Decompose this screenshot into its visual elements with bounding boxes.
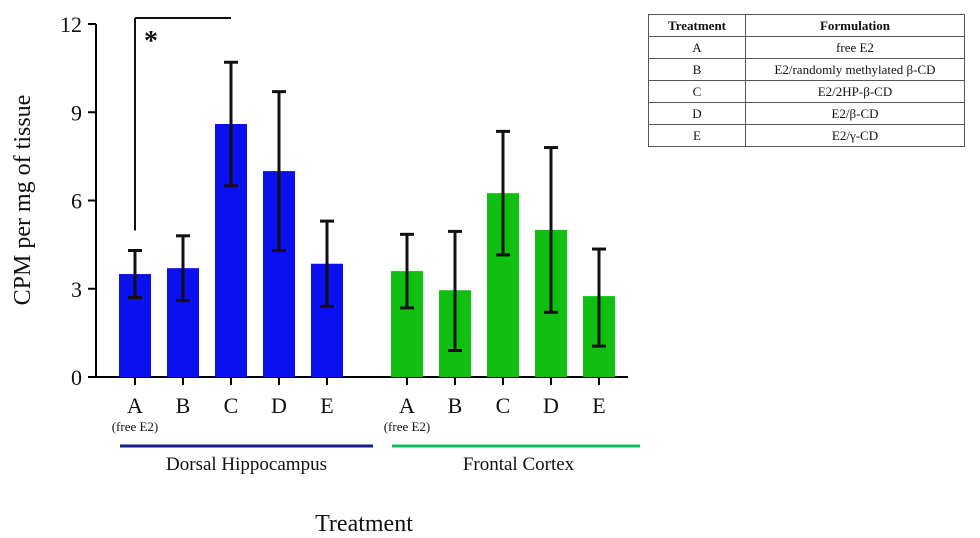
treatment-legend-table: Treatment Formulation A free E2 B E2/ran…	[648, 14, 965, 147]
x-tick-label: D	[543, 393, 559, 418]
x-axis-label: Treatment	[315, 511, 413, 537]
table-cell-formulation: E2/γ-CD	[745, 124, 965, 147]
y-axis-label: CPM per mg of tissue	[10, 95, 36, 306]
x-tick-label: C	[224, 393, 239, 418]
table-row: C E2/2HP-β-CD	[648, 80, 965, 103]
x-tick-label: D	[271, 393, 287, 418]
y-tick-label: 9	[71, 100, 82, 125]
significance-asterisk: *	[144, 26, 158, 57]
table-row: A free E2	[648, 36, 965, 59]
group-label: Frontal Cortex	[463, 454, 575, 475]
table-cell-treatment: E	[648, 124, 746, 147]
table-row: E E2/γ-CD	[648, 124, 965, 147]
group-label: Dorsal Hippocampus	[166, 454, 327, 475]
table-header-treatment: Treatment	[648, 14, 746, 37]
x-tick-label: E	[320, 393, 333, 418]
table-cell-formulation: free E2	[745, 36, 965, 59]
table-row: B E2/randomly methylated β-CD	[648, 58, 965, 81]
table-cell-treatment: A	[648, 36, 746, 59]
table-cell-treatment: B	[648, 58, 746, 81]
y-tick-label: 3	[71, 277, 82, 302]
table-row: D E2/β-CD	[648, 102, 965, 125]
x-tick-label: B	[176, 393, 191, 418]
x-tick-sublabel: (free E2)	[112, 419, 159, 434]
x-tick-label: A	[399, 393, 415, 418]
table-header-formulation: Formulation	[745, 14, 965, 37]
x-tick-sublabel: (free E2)	[384, 419, 431, 434]
x-tick-label: A	[127, 393, 143, 418]
y-tick-label: 6	[71, 189, 82, 214]
table-header-row: Treatment Formulation	[648, 14, 965, 37]
x-tick-label: B	[448, 393, 463, 418]
table-cell-formulation: E2/β-CD	[745, 102, 965, 125]
y-tick-label: 12	[60, 12, 82, 37]
table-cell-treatment: C	[648, 80, 746, 103]
table-cell-formulation: E2/2HP-β-CD	[745, 80, 965, 103]
x-tick-label: E	[592, 393, 605, 418]
y-tick-label: 0	[71, 365, 82, 390]
x-tick-label: C	[496, 393, 511, 418]
table-cell-treatment: D	[648, 102, 746, 125]
table-cell-formulation: E2/randomly methylated β-CD	[745, 58, 965, 81]
